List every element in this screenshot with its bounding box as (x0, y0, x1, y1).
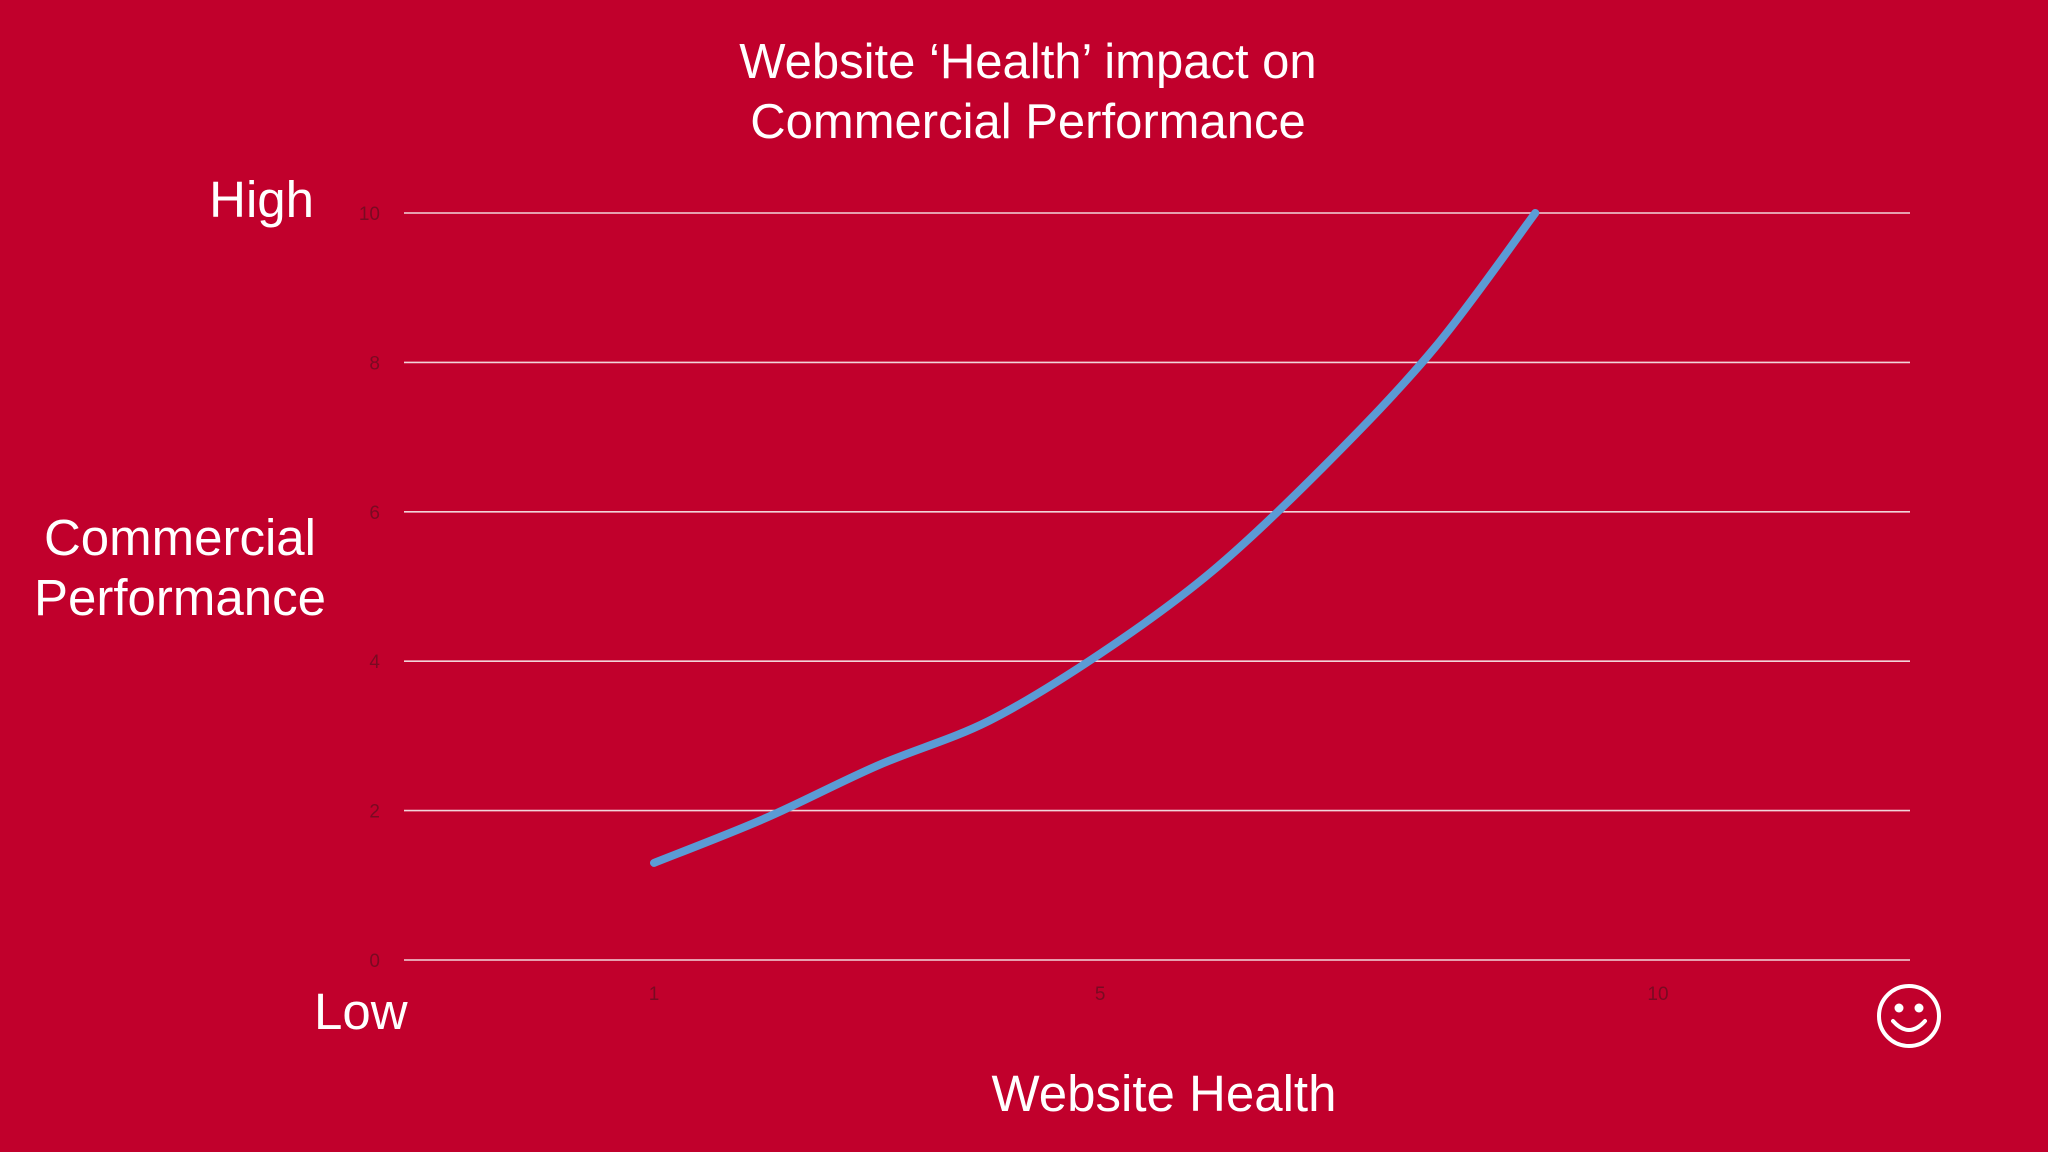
y-tick-label: 0 (369, 951, 380, 972)
y-tick-label: 6 (369, 503, 380, 524)
x-tick-label: 5 (1095, 984, 1106, 1005)
y-tick-label: 4 (369, 652, 380, 673)
chart-title-line-2: Commercial Performance (750, 95, 1306, 149)
y-axis-label-line-2: Performance (34, 569, 326, 626)
smiley-face-icon (1877, 984, 1941, 1048)
x-axis-label: Website Health (991, 1065, 1337, 1122)
y-axis-label: Commercial Performance (20, 508, 340, 628)
y-tick-label: 10 (359, 204, 380, 225)
chart-title: Website ‘Health’ impact on Commercial Pe… (0, 32, 2048, 152)
x-tick-label: 10 (1647, 984, 1668, 1005)
y-tick-label: 8 (369, 353, 380, 374)
high-label: High (209, 171, 314, 228)
low-label: Low (314, 983, 408, 1040)
y-axis-label-line-1: Commercial (43, 509, 317, 566)
x-tick-label: 1 (649, 984, 660, 1005)
y-tick-label: 2 (369, 802, 380, 823)
chart-title-line-1: Website ‘Health’ impact on (739, 35, 1317, 89)
series-line (650, 209, 1540, 867)
